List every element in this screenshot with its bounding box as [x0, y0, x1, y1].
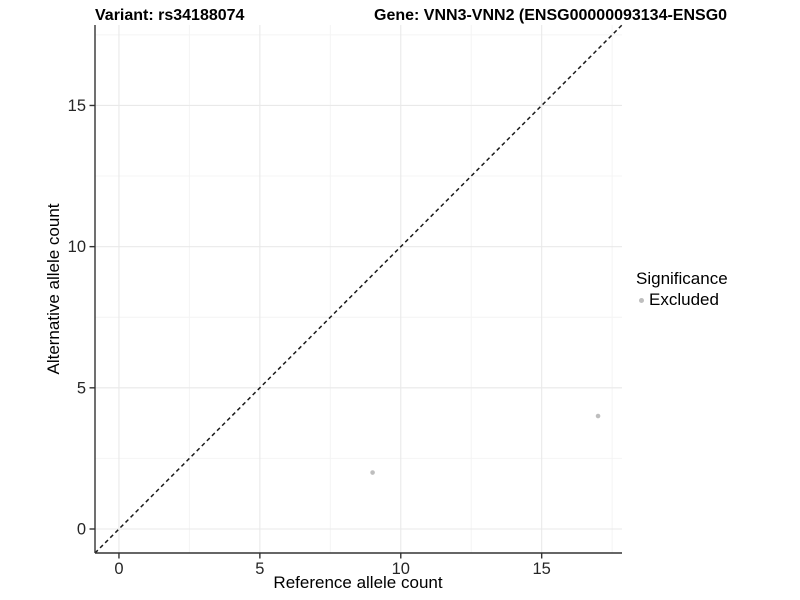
y-tick-label: 0 — [77, 521, 86, 539]
excluded-point-icon — [639, 297, 644, 303]
data-point — [370, 470, 375, 475]
legend-item-label: Excluded — [649, 290, 719, 309]
variant-title: Variant: rs34188074 — [95, 7, 245, 24]
legend-item-excluded: Excluded — [636, 291, 728, 309]
x-tick-label: 0 — [114, 560, 123, 578]
y-tick-label: 5 — [77, 379, 86, 397]
y-axis-title: Alternative allele count — [44, 203, 63, 375]
legend-title: Significance — [636, 269, 728, 288]
x-tick-label: 10 — [392, 560, 410, 578]
data-point — [595, 413, 601, 419]
x-tick-label: 15 — [533, 560, 551, 578]
x-tick-label: 5 — [255, 560, 264, 578]
legend: Significance Excluded — [636, 269, 728, 309]
gene-title: Gene: VNN3-VNN2 (ENSG00000093134-ENSG0 — [374, 7, 728, 24]
x-axis-title: Reference allele count — [273, 573, 443, 592]
y-tick-label: 10 — [68, 238, 86, 256]
identity-dashed-line — [94, 24, 623, 554]
y-tick-label: 15 — [68, 97, 86, 115]
